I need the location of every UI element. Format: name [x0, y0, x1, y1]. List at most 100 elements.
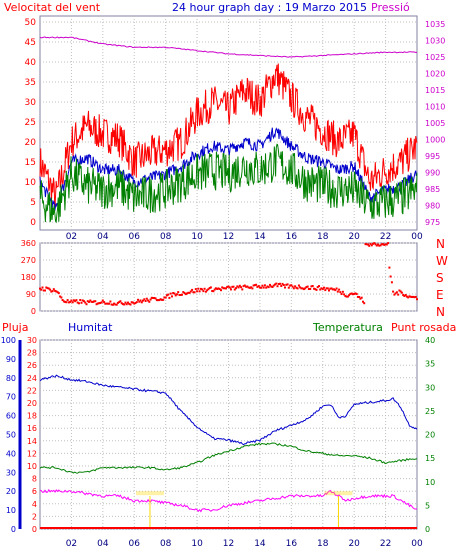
direction-point [199, 287, 202, 290]
direction-point [203, 287, 206, 290]
direction-point [120, 302, 123, 305]
direction-point [202, 290, 205, 293]
direction-point [245, 285, 248, 288]
rain-y-tick-label: 20 [27, 399, 37, 408]
direction-point [292, 287, 295, 290]
compass-label: E [436, 288, 444, 302]
humidity-label: Humitat [68, 321, 113, 334]
direction-point [144, 300, 147, 302]
direction-point [85, 303, 88, 306]
temperature-y-tick-label: 5 [425, 501, 430, 510]
direction-point [313, 287, 315, 290]
direction-point [341, 290, 344, 293]
pressure-y-tick-label: 995 [425, 152, 440, 161]
direction-point [346, 295, 349, 298]
direction-point [225, 287, 227, 290]
rain-y-tick-label: 14 [27, 437, 37, 446]
humidity-y-tick-label: 60 [6, 412, 16, 421]
direction-point [233, 288, 236, 291]
wind-y-tick-label: 15 [25, 158, 36, 168]
humidity-y-tick-label: 50 [6, 431, 16, 440]
direction-point [60, 296, 63, 299]
wind-y-tick-label: 0 [30, 218, 36, 228]
direction-point [338, 288, 341, 291]
direction-point [47, 287, 50, 290]
direction-point [305, 286, 308, 289]
pressure-y-tick-label: 1030 [425, 37, 445, 46]
direction-point [59, 295, 62, 298]
direction-point [408, 295, 411, 298]
direction-point [159, 298, 162, 301]
direction-point [69, 300, 72, 303]
rain-y-tick-label: 8 [32, 475, 37, 484]
pressure-y-tick-label: 1035 [425, 20, 445, 29]
direction-point [320, 287, 323, 290]
direction-point [330, 287, 333, 290]
direction-point [211, 290, 214, 292]
direction-point [243, 284, 246, 287]
direction-point [334, 289, 337, 292]
direction-point [263, 284, 266, 287]
direction-point [51, 290, 54, 293]
temperature-y-tick-label: 40 [425, 336, 435, 345]
direction-point [307, 288, 310, 290]
direction-point [368, 244, 371, 247]
wind-y-tick-label: 25 [25, 118, 36, 128]
direction-point [385, 243, 388, 246]
humidity-panel-frame [39, 339, 418, 530]
direction-point [169, 292, 172, 295]
direction-point [350, 292, 353, 295]
direction-point [250, 286, 253, 289]
direction-point [397, 293, 400, 296]
direction-point [96, 302, 99, 305]
rain-y-tick-label: 18 [27, 412, 37, 421]
direction-point [247, 286, 250, 289]
direction-point [315, 288, 318, 291]
direction-point [367, 243, 369, 246]
direction-point [318, 285, 320, 288]
direction-point [153, 297, 156, 299]
direction-point [108, 302, 111, 305]
direction-point [333, 288, 336, 291]
direction-point [189, 290, 192, 293]
direction-point [227, 285, 230, 288]
direction-y-tick-label: 270 [21, 256, 36, 265]
direction-point [321, 288, 324, 291]
direction-point [57, 292, 60, 295]
direction-point [356, 295, 359, 298]
rain-y-tick-label: 22 [27, 386, 37, 395]
direction-point [176, 293, 178, 296]
direction-point [306, 285, 309, 288]
direction-point [409, 295, 412, 298]
humidity-y-tick-label: 100 [1, 336, 16, 345]
direction-point [65, 301, 68, 304]
direction-point [302, 288, 305, 291]
rain-y-tick-label: 16 [27, 424, 37, 433]
rain-y-tick-label: 28 [27, 349, 37, 358]
direction-point [74, 300, 77, 303]
x-tick-label-wind: 20 [348, 232, 360, 242]
direction-point [89, 299, 92, 302]
direction-point [142, 299, 144, 302]
direction-point [129, 303, 132, 306]
direction-point [335, 287, 338, 290]
direction-point [67, 301, 70, 304]
direction-point [162, 298, 165, 301]
compass-label: W [436, 254, 448, 268]
direction-point [270, 285, 273, 288]
rain-y-tick-label: 24 [27, 374, 37, 383]
direction-point [138, 300, 141, 303]
direction-point [246, 285, 249, 288]
direction-point [289, 284, 292, 287]
direction-point [277, 283, 280, 285]
x-tick-label-humidity: 08 [160, 539, 172, 549]
direction-point [363, 302, 366, 305]
direction-point [191, 288, 194, 291]
direction-point [373, 242, 376, 245]
average-wind-series-line [39, 127, 418, 211]
direction-point [336, 290, 339, 293]
direction-point [300, 287, 303, 290]
direction-point [163, 296, 166, 299]
wind-y-tick-label: 45 [25, 38, 36, 48]
direction-point [84, 301, 87, 304]
